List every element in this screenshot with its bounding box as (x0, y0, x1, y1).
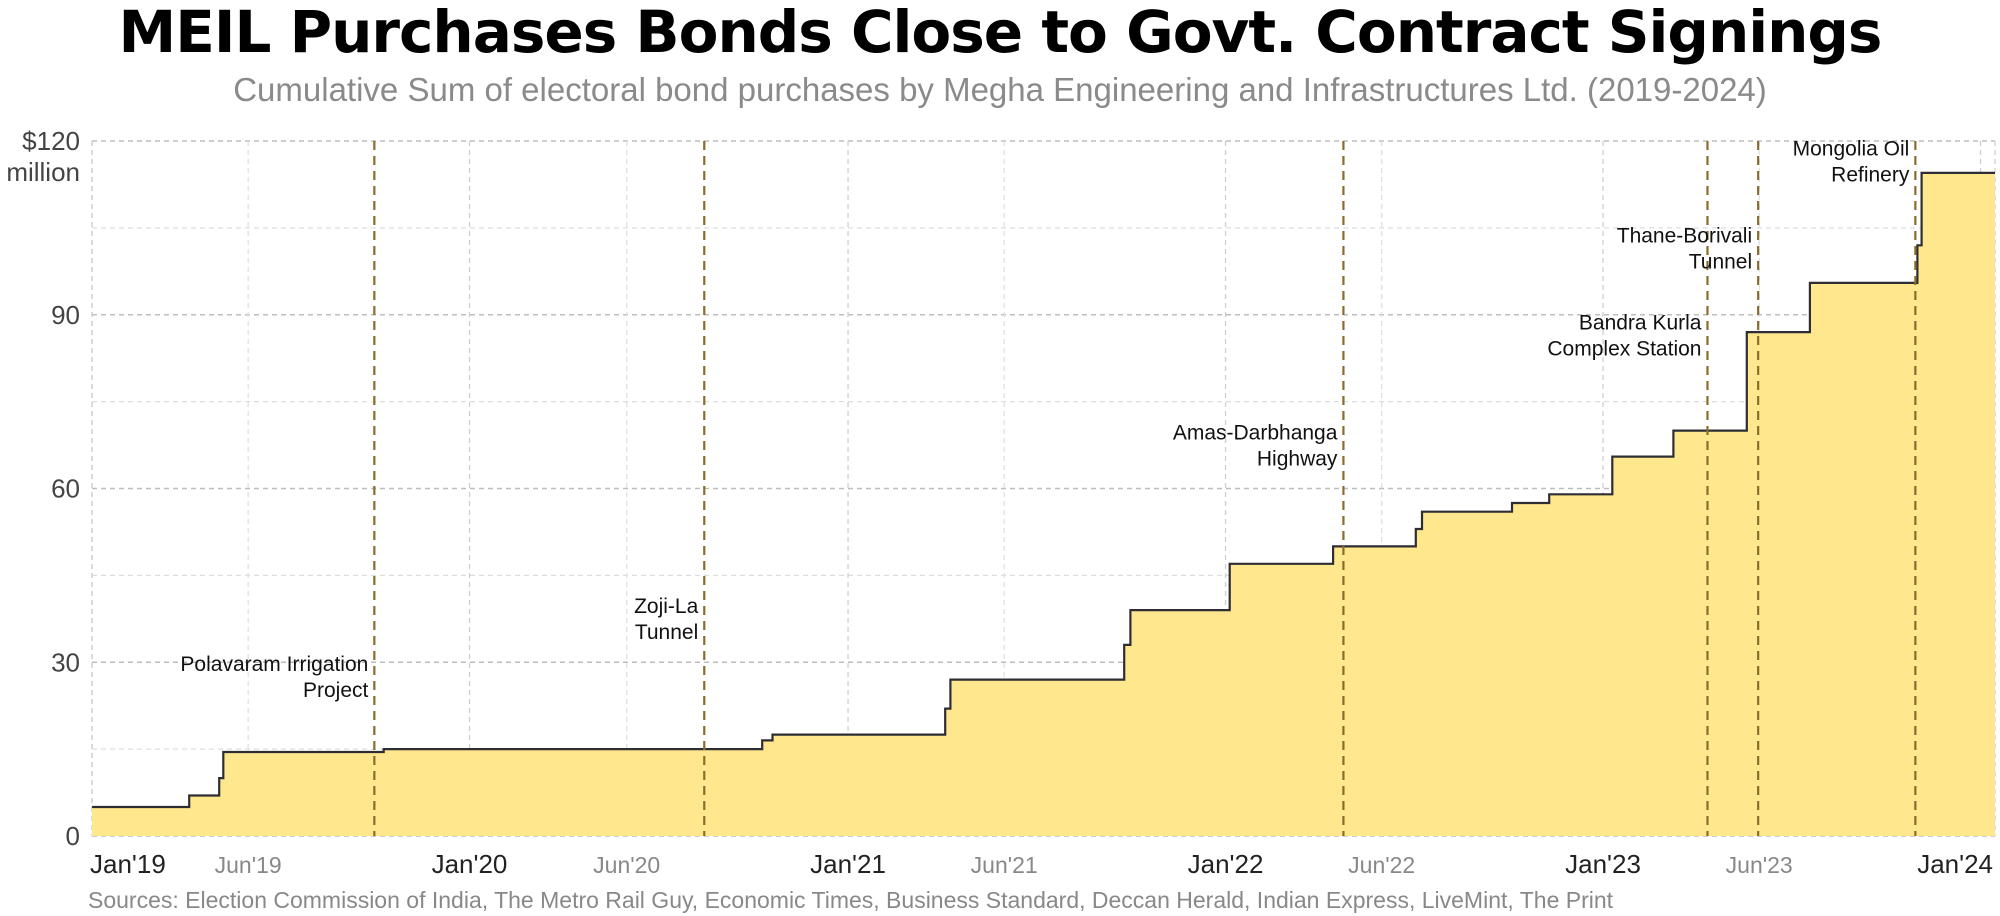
annotation-label: Project (303, 679, 369, 702)
area-series (92, 171, 1995, 836)
x-tick-label: Jan'21 (810, 849, 886, 879)
area-fill (92, 172, 1995, 836)
annotation-label: Refinery (1831, 164, 1910, 187)
step-line (92, 171, 1995, 809)
annotation-label: Bandra Kurla (1579, 311, 1702, 334)
x-tick-label: Jan'23 (1565, 849, 1641, 879)
chart-subtitle: Cumulative Sum of electoral bond purchas… (233, 71, 1767, 108)
x-tick-label: Jun'23 (1726, 852, 1793, 878)
y-tick-label: 30 (51, 647, 80, 677)
x-tick-label: Jan'24 (1917, 849, 1993, 879)
y-tick-label: $120 (22, 126, 80, 156)
x-tick-label: Jun'19 (215, 852, 282, 878)
annotation-label: Tunnel (1689, 250, 1752, 273)
source-note: Sources: Election Commission of India, T… (88, 887, 1614, 913)
y-tick-unit: million (6, 157, 80, 187)
x-tick-label: Jun'22 (1348, 852, 1415, 878)
x-tick-label: Jun'20 (593, 852, 660, 878)
y-tick-label: 90 (51, 300, 80, 330)
y-tick-label: 0 (66, 821, 80, 851)
chart-title: MEIL Purchases Bonds Close to Govt. Cont… (118, 0, 1883, 66)
x-tick-label: Jan'20 (432, 849, 508, 879)
annotation-label: Tunnel (635, 621, 698, 644)
x-tick-label: Jan'19 (90, 849, 166, 879)
annotation-label: Highway (1257, 447, 1338, 470)
y-tick-label: 60 (51, 474, 80, 504)
annotation-label: Mongolia Oil (1793, 138, 1910, 161)
event-markers: Polavaram Irrigation Project Zoji-La Tunnel… (180, 138, 1917, 836)
annotation-label: Amas-Darbhanga (1173, 421, 1338, 444)
x-tick-label: Jan'22 (1188, 849, 1264, 879)
annotation-label: Zoji-La (634, 595, 699, 618)
annotation-label: Polavaram Irrigation (180, 653, 368, 676)
annotation-label: Thane-Borivali (1617, 224, 1752, 247)
x-tick-label: Jun'21 (971, 852, 1038, 878)
annotation-label: Complex Station (1547, 337, 1701, 360)
